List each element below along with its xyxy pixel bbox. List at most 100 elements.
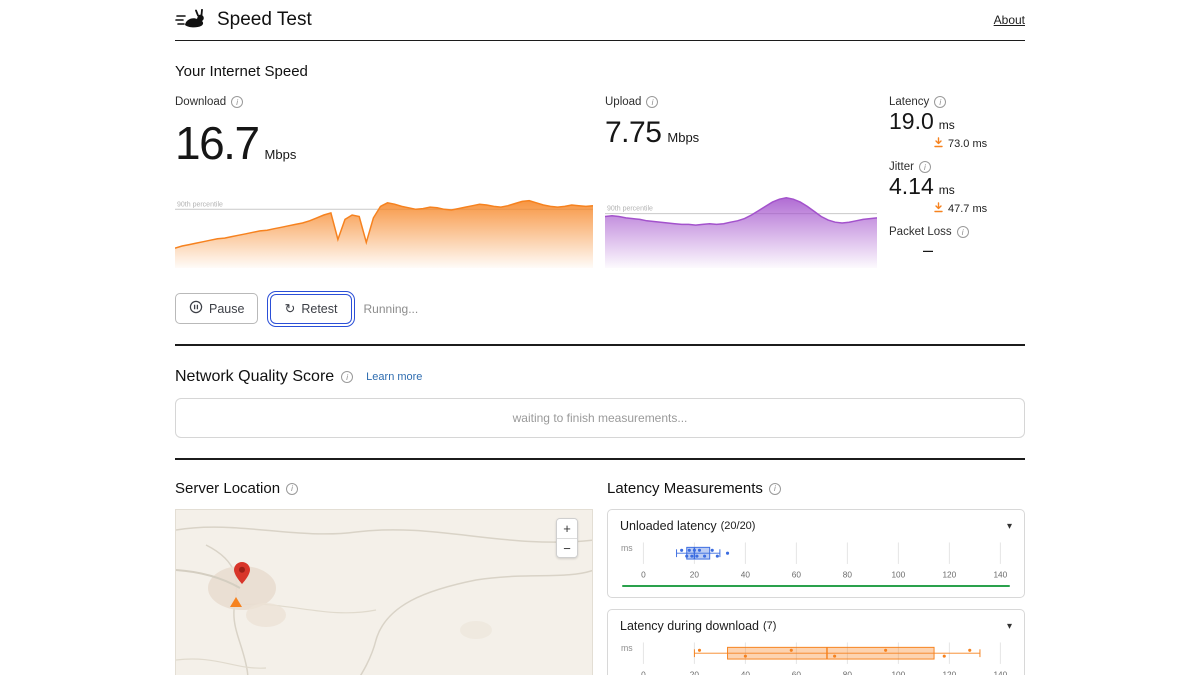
latency-info-icon[interactable]: i [934, 96, 947, 108]
upload-label: Upload [605, 96, 642, 108]
zoom-out-button[interactable]: − [557, 538, 577, 557]
svg-text:0: 0 [641, 671, 646, 675]
test-status: Running... [363, 301, 419, 316]
download-arrow-icon [933, 137, 944, 151]
svg-text:20: 20 [690, 671, 700, 675]
network-quality-placeholder-box: waiting to finish measurements... [175, 398, 1025, 438]
learn-more-link[interactable]: Learn more [366, 371, 423, 383]
retest-button[interactable]: ↻ Retest [267, 290, 355, 327]
pause-button-label: Pause [209, 301, 245, 316]
speed-logo-icon [175, 9, 207, 31]
download-value: 16.7 [175, 117, 260, 169]
retest-icon: ↻ [284, 300, 296, 316]
map-pin-icon[interactable] [234, 562, 250, 589]
latency-value: 19.0 [889, 108, 934, 134]
divider [175, 458, 1025, 460]
svg-text:40: 40 [741, 671, 751, 675]
download-latency-boxplot: ms 0 20 40 60 80 100 120 140 [621, 642, 1008, 675]
page: Speed Test About Your Internet Speed Dow… [175, 0, 1025, 675]
unloaded-latency-panel: Unloaded latency (20/20) ▾ ms 0 20 40 60 80 1… [607, 509, 1025, 598]
jitter-block: Jitter i 4.14 ms 47.7 ms [889, 161, 1025, 216]
svg-text:90th percentile: 90th percentile [607, 206, 653, 213]
app-title: Speed Test [217, 9, 312, 30]
retest-button-label: Retest [301, 301, 338, 316]
loaded-jitter-value: 47.7 ms [948, 203, 988, 215]
packet-loss-label: Packet Loss [889, 226, 952, 238]
pause-button[interactable]: Pause [175, 293, 259, 324]
svg-text:80: 80 [843, 671, 853, 675]
panel-count: (7) [763, 620, 777, 632]
latency-measurements-info-icon[interactable]: i [768, 482, 781, 495]
svg-text:80: 80 [843, 571, 853, 580]
controls-row: Pause ↻ Retest Running... [175, 290, 1025, 327]
pause-icon [189, 300, 203, 317]
download-label: Download [175, 96, 227, 108]
svg-text:60: 60 [792, 571, 802, 580]
svg-text:ms: ms [621, 543, 633, 553]
svg-text:ms: ms [621, 643, 633, 653]
upload-column: Upload i 7.75 Mbps 90th p [605, 96, 877, 271]
server-marker-icon[interactable] [230, 594, 242, 612]
download-column: Download i 16.7 Mbps 90th [175, 96, 593, 271]
network-quality-title: Network Quality Score [175, 368, 335, 385]
svg-text:0: 0 [641, 571, 646, 580]
map-zoom-control: + − [556, 518, 578, 558]
jitter-info-icon[interactable]: i [918, 161, 931, 173]
upload-chart: 90th percentile [605, 197, 877, 268]
svg-text:120: 120 [942, 571, 956, 580]
map-tiles [176, 510, 592, 675]
panel-title: Latency during download [620, 619, 759, 633]
latency-metrics-column: Latency i 19.0 ms 73.0 ms Jitter i [889, 96, 1025, 271]
about-link[interactable]: About [993, 13, 1025, 27]
waiting-text: waiting to finish measurements... [512, 411, 688, 425]
jitter-value: 4.14 [889, 173, 934, 199]
svg-text:100: 100 [891, 571, 905, 580]
unloaded-latency-boxplot: ms 0 20 40 60 80 100 120 140 [621, 542, 1008, 580]
packet-loss-value: – [923, 240, 934, 260]
download-latency-panel-header[interactable]: Latency during download (7) ▾ [620, 619, 1012, 633]
network-quality-header: Network Quality Score i Learn more [175, 368, 1025, 386]
latency-measurements-column: Latency Measurements i Unloaded latency … [607, 480, 1025, 675]
download-unit: Mbps [264, 147, 297, 162]
speed-grid: Download i 16.7 Mbps 90th [175, 96, 1025, 271]
speed-section-title: Your Internet Speed [175, 63, 308, 80]
server-location-title: Server Location [175, 480, 281, 497]
bottom-grid: Server Location i [175, 480, 1025, 675]
quality-indicator-line [622, 585, 1010, 587]
svg-text:120: 120 [942, 671, 956, 675]
latency-measurements-title: Latency Measurements [607, 480, 763, 497]
loaded-jitter-row: 47.7 ms [933, 202, 1025, 216]
server-location-map[interactable]: + − [175, 509, 593, 675]
unloaded-latency-panel-header[interactable]: Unloaded latency (20/20) ▾ [620, 519, 1012, 533]
loaded-latency-value: 73.0 ms [948, 138, 988, 150]
svg-text:40: 40 [741, 571, 751, 580]
chevron-down-icon[interactable]: ▾ [1006, 520, 1012, 532]
latency-label: Latency [889, 96, 930, 108]
latency-block: Latency i 19.0 ms 73.0 ms [889, 96, 1025, 151]
upload-info-icon[interactable]: i [646, 96, 659, 108]
svg-text:140: 140 [993, 671, 1007, 675]
server-location-info-icon[interactable]: i [286, 482, 299, 495]
download-chart: 90th percentile [175, 199, 593, 268]
zoom-in-button[interactable]: + [557, 519, 577, 538]
svg-text:100: 100 [891, 671, 905, 675]
packet-loss-block: Packet Loss i – [889, 226, 1025, 261]
packet-loss-info-icon[interactable]: i [956, 226, 969, 238]
server-location-column: Server Location i [175, 480, 593, 675]
svg-text:20: 20 [690, 571, 700, 580]
chevron-down-icon[interactable]: ▾ [1006, 620, 1012, 632]
jitter-label: Jitter [889, 161, 914, 173]
panel-count: (20/20) [720, 520, 756, 532]
svg-text:90th percentile: 90th percentile [177, 201, 223, 208]
latency-unit: ms [938, 118, 955, 132]
svg-text:140: 140 [993, 571, 1007, 580]
upload-value: 7.75 [605, 116, 662, 149]
header: Speed Test About [175, 0, 1025, 41]
upload-unit: Mbps [667, 130, 700, 145]
download-info-icon[interactable]: i [231, 96, 244, 108]
svg-text:60: 60 [792, 671, 802, 675]
download-arrow-icon [933, 202, 944, 216]
divider [175, 344, 1025, 346]
jitter-unit: ms [938, 183, 955, 197]
network-quality-info-icon[interactable]: i [341, 371, 354, 383]
